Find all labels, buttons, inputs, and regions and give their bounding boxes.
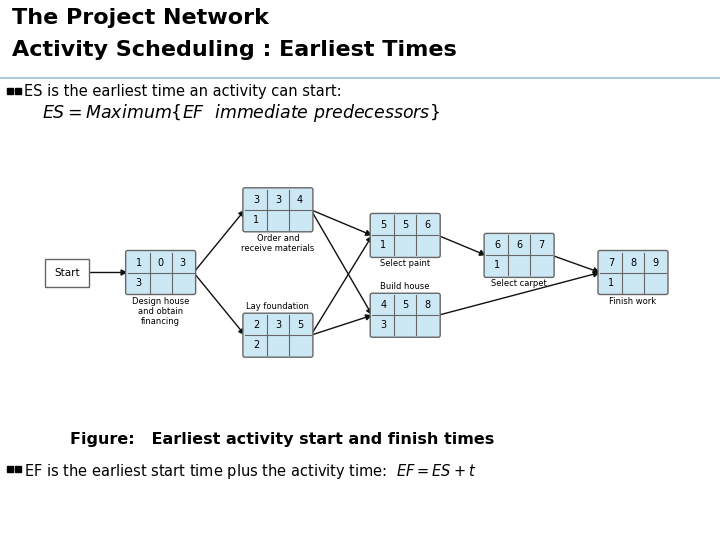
FancyBboxPatch shape: [243, 313, 313, 357]
Text: 4: 4: [297, 195, 303, 205]
Text: 7: 7: [608, 258, 614, 267]
Text: 2: 2: [253, 340, 259, 350]
Text: Design house
and obtain
financing: Design house and obtain financing: [132, 296, 189, 326]
Text: 8: 8: [424, 300, 431, 310]
FancyBboxPatch shape: [598, 251, 668, 294]
Text: 3: 3: [275, 195, 281, 205]
Text: 3: 3: [135, 278, 142, 287]
Text: 6: 6: [424, 220, 431, 231]
Text: The Project Network: The Project Network: [12, 8, 269, 28]
Text: Order and
receive materials: Order and receive materials: [241, 234, 315, 253]
Text: Finish work: Finish work: [609, 296, 657, 306]
Text: Start: Start: [54, 267, 80, 278]
Text: Activity Scheduling : Earliest Times: Activity Scheduling : Earliest Times: [12, 40, 456, 60]
Text: 3: 3: [380, 320, 386, 330]
Text: Select carpet: Select carpet: [491, 279, 547, 288]
Text: 4: 4: [380, 300, 386, 310]
Text: Figure:   Earliest activity start and finish times: Figure: Earliest activity start and fini…: [70, 432, 494, 447]
Text: ES is the earliest time an activity can start:: ES is the earliest time an activity can …: [24, 84, 341, 99]
Text: 1: 1: [253, 215, 259, 225]
Text: 7: 7: [538, 240, 544, 251]
Text: Build house: Build house: [380, 282, 430, 291]
Text: 2: 2: [253, 320, 259, 330]
Text: 1: 1: [608, 278, 614, 287]
Text: 6: 6: [516, 240, 522, 251]
Text: 1: 1: [494, 260, 500, 271]
Text: EF is the earliest start time plus the activity time:  $EF = ES + t$: EF is the earliest start time plus the a…: [24, 462, 477, 481]
Text: 1: 1: [135, 258, 142, 267]
Text: 5: 5: [380, 220, 387, 231]
Text: 0: 0: [158, 258, 163, 267]
FancyBboxPatch shape: [370, 213, 440, 258]
Text: $ES = Maximum\{EF\ \ immediate\ predecessors\}$: $ES = Maximum\{EF\ \ immediate\ predeces…: [42, 102, 440, 124]
Text: 3: 3: [275, 320, 281, 330]
FancyBboxPatch shape: [243, 188, 313, 232]
Text: 8: 8: [630, 258, 636, 267]
Text: 5: 5: [402, 220, 408, 231]
Text: 3: 3: [253, 195, 259, 205]
FancyBboxPatch shape: [484, 233, 554, 278]
Text: Select paint: Select paint: [380, 259, 431, 268]
Text: Lay foundation: Lay foundation: [246, 302, 310, 311]
Text: 3: 3: [179, 258, 186, 267]
Text: 6: 6: [494, 240, 500, 251]
Text: 5: 5: [297, 320, 303, 330]
FancyBboxPatch shape: [370, 293, 440, 338]
FancyBboxPatch shape: [126, 251, 196, 294]
Text: 1: 1: [380, 240, 386, 251]
FancyBboxPatch shape: [45, 259, 89, 287]
Text: 5: 5: [402, 300, 408, 310]
Text: 9: 9: [652, 258, 658, 267]
